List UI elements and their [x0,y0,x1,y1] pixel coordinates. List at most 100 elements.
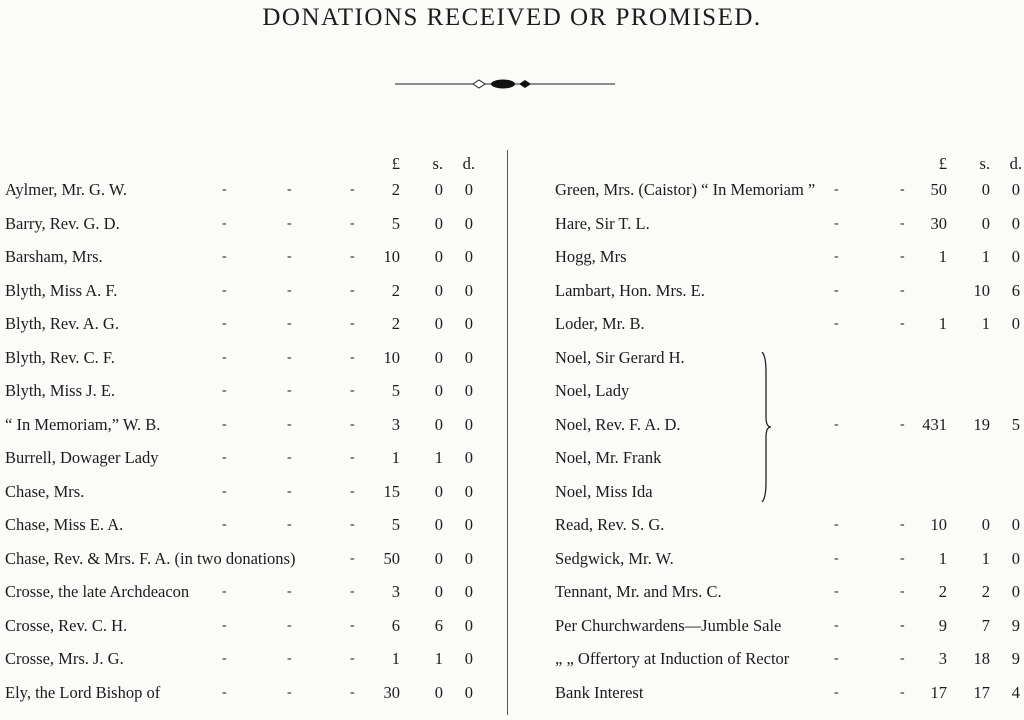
leader-dash: - [350,517,355,532]
amount-pence: 0 [464,280,473,300]
leader-dash: - [900,282,905,298]
amount-pounds: 2 [391,314,400,333]
ornament-divider [395,79,615,89]
leader-dash: - [834,215,839,231]
amount-pence: 0 [464,682,473,702]
amount-pounds: 2 [938,582,947,601]
amount-pence: 0 [464,615,473,635]
leader-dash: - [834,684,839,700]
leader-dash: - [350,349,355,365]
amount-pence: 4 [1011,682,1020,702]
leader-dash: - [222,215,227,231]
leader-dash: - [900,215,905,231]
leader-dash: - [350,182,355,197]
pence-header: d. [1009,154,1022,173]
amount-pounds: 3 [391,414,400,434]
leader-dash: - [900,684,905,700]
leader-dash: - [834,249,839,264]
leader-dash: - [287,651,292,666]
leader-dash: - [350,684,355,700]
amount-pence: 6 [1011,280,1020,300]
leader-dash: - [287,349,292,365]
amount-pence: 0 [464,414,473,434]
amount-pence: 0 [464,448,473,467]
leader-dash: - [350,249,355,264]
amount-pence: 0 [464,582,473,601]
leader-dash: - [222,383,227,398]
leader-dash: - [834,316,839,331]
amount-shillings: 17 [973,682,991,702]
leader-dash: - [900,584,905,599]
amount-shillings: 0 [434,347,443,367]
amount-pounds: 5 [391,381,400,400]
amount-pounds: 5 [391,213,400,233]
donor-name: Blyth, Rev. C. F. [5,347,115,367]
amount-shillings: 0 [434,247,443,266]
pence-header: d. [462,154,475,173]
donor-name: Noel, Mr. Frank [555,448,662,467]
amount-pounds: 10 [383,247,401,266]
amount-shillings: 0 [434,515,443,534]
amount-pounds: 30 [383,682,401,702]
leader-dash: - [222,450,227,465]
donor-name: Chase, Miss E. A. [5,515,124,534]
amount-shillings: 0 [434,481,443,501]
amount-pounds: 2 [391,280,400,300]
donor-name: Crosse, Rev. C. H. [5,615,128,635]
leader-dash: - [350,316,355,331]
amount-pounds: 17 [930,682,948,702]
donor-name: Blyth, Miss A. F. [5,280,118,300]
leader-dash: - [287,316,292,331]
amount-pounds: 431 [922,414,947,434]
amount-shillings: 0 [434,213,443,233]
amount-shillings: 0 [434,414,443,434]
amount-pence: 0 [1011,515,1020,534]
amount-pence: 0 [464,180,473,199]
amount-shillings: 1 [981,548,990,568]
leader-dash: - [287,182,292,197]
donor-name: Sedgwick, Mr. W. [555,548,674,568]
amount-pounds: 5 [391,515,400,534]
leader-dash: - [222,182,227,197]
donor-name: Noel, Lady [555,381,630,400]
amount-shillings: 0 [434,682,443,702]
amount-shillings: 0 [981,515,990,534]
amount-shillings: 1 [981,247,990,266]
leader-dash: - [287,584,292,599]
amount-pence: 9 [1011,615,1020,635]
leader-dash: - [900,249,905,264]
leader-dash: - [287,617,292,633]
leader-dash: - [222,651,227,666]
amount-shillings: 0 [434,180,443,199]
amount-pence: 0 [464,649,473,668]
leader-dash: - [222,617,227,633]
leader-dash: - [834,617,839,633]
leader-dash: - [834,584,839,599]
leader-dash: - [350,383,355,398]
amount-pounds: 50 [930,180,948,199]
amount-pounds: 3 [938,649,947,668]
amount-pounds: 30 [930,213,948,233]
leader-dash: - [900,617,905,633]
amount-pence: 0 [1011,582,1020,601]
amount-shillings: 1 [981,314,990,333]
amount-shillings: 7 [981,615,990,635]
leader-dash: - [222,316,227,331]
donor-name: Tennant, Mr. and Mrs. C. [555,582,722,601]
donor-name: Chase, Rev. & Mrs. F. A. (in two donatio… [5,548,296,568]
donor-name: Chase, Mrs. [5,481,85,501]
leader-dash: - [222,584,227,599]
page-title: DONATIONS RECEIVED OR PROMISED. [262,4,762,31]
donor-name: Crosse, Mrs. J. G. [5,649,124,668]
amount-pence: 0 [1011,314,1020,333]
amount-shillings: 2 [981,582,990,601]
leader-dash: - [900,651,905,666]
amount-pence: 0 [464,481,473,501]
leader-dash: - [222,349,227,365]
leader-dash: - [287,282,292,298]
amount-pounds: 50 [383,548,401,568]
amount-shillings: 18 [973,649,991,668]
amount-pounds: 1 [938,247,947,266]
donor-name: Blyth, Rev. A. G. [5,314,119,333]
amount-pounds: 1 [938,314,947,333]
